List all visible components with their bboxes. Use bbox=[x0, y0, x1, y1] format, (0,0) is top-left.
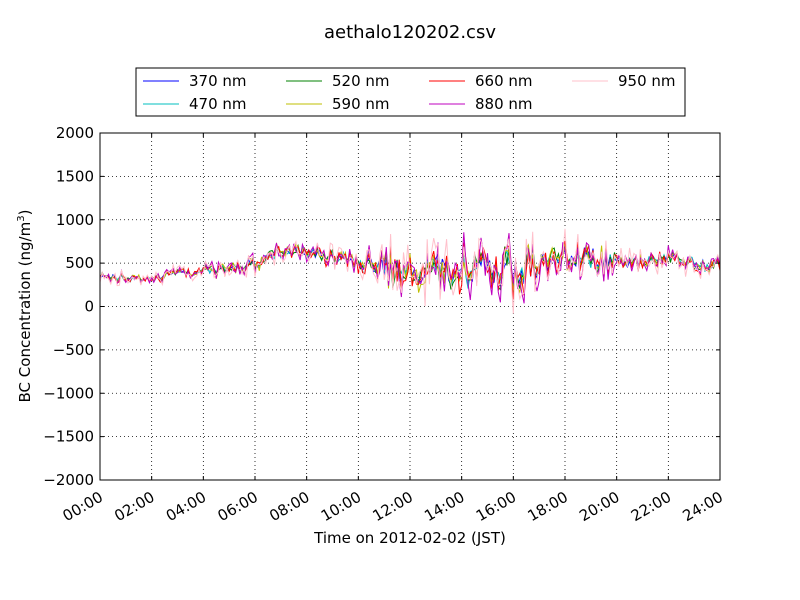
series-line-660-nm bbox=[99, 240, 721, 300]
legend-box bbox=[135, 67, 686, 117]
series-line-950-nm bbox=[99, 228, 721, 314]
series-lines bbox=[99, 228, 721, 314]
grid-lines bbox=[100, 133, 720, 480]
legend-label: 520 nm bbox=[332, 72, 390, 90]
y-tick-label: 0 bbox=[84, 298, 94, 316]
legend-label: 470 nm bbox=[189, 95, 247, 113]
legend-label: 370 nm bbox=[189, 72, 247, 90]
y-axis-label-suffix: ) bbox=[16, 210, 34, 216]
y-axis-label-main: BC Concentration (ng/m bbox=[16, 222, 34, 403]
y-tick-label: −1000 bbox=[43, 384, 94, 402]
legend-label: 590 nm bbox=[332, 95, 390, 113]
y-tick-label: −500 bbox=[53, 341, 94, 359]
y-tick-label: 2000 bbox=[56, 124, 94, 142]
legend-label: 660 nm bbox=[475, 72, 533, 90]
y-tick-label: 1000 bbox=[56, 211, 94, 229]
y-tick-label: 500 bbox=[65, 254, 94, 272]
legend-label: 880 nm bbox=[475, 95, 533, 113]
legend-label: 950 nm bbox=[618, 72, 676, 90]
y-tick-label: −1500 bbox=[43, 428, 94, 446]
legend: 370 nm 470 nm 520 nm 590 nm 660 nm 880 nm 950 … bbox=[135, 67, 686, 117]
y-axis-ticks: −2000 −1500 −1000 −500 0 500 1000 1500 2000 bbox=[43, 124, 720, 489]
x-axis-label: Time on 2012-02-02 (JST) bbox=[313, 529, 506, 547]
y-axis-label: BC Concentration (ng/m3) bbox=[16, 210, 34, 403]
chart-title: aethalo120202.csv bbox=[324, 22, 496, 43]
y-tick-label: 1500 bbox=[56, 167, 94, 185]
y-tick-label: −2000 bbox=[43, 471, 94, 489]
y-axis-label-superscript: 3 bbox=[16, 215, 27, 221]
